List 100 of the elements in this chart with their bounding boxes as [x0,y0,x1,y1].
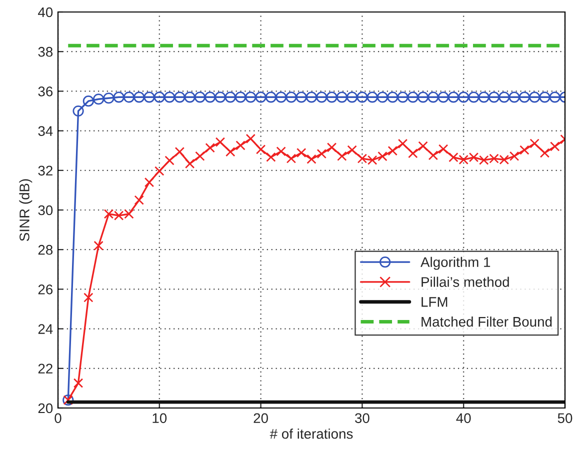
point [387,92,398,103]
point [84,292,94,302]
y-tick-label: 30 [38,205,53,216]
y-tick-label: 40 [38,7,53,18]
point [520,145,530,155]
point [550,142,560,152]
point [226,146,236,157]
legend-label: LFM [422,297,448,307]
point [154,166,164,176]
point [174,146,185,157]
point [266,152,276,162]
point [378,151,388,162]
point [407,92,418,103]
point [316,92,328,103]
point [376,92,388,103]
legend-label: Algorithm 1 [420,256,490,270]
y-tick-label: 32 [38,166,52,176]
point [255,92,266,103]
point [549,92,560,103]
x-tick-label: 30 [355,413,370,424]
y-tick-label: 38 [38,46,53,57]
point [508,92,520,103]
point [346,92,358,103]
point [123,92,135,103]
point [488,92,500,103]
point [539,92,550,103]
point [296,148,306,158]
point [245,92,256,103]
y-tick-label: 36 [38,86,53,96]
point [428,150,438,160]
point [509,151,520,162]
point [418,141,428,151]
point [184,92,196,103]
point [194,92,206,103]
x-tick-label: 20 [254,413,268,424]
point [438,92,449,103]
legend-label: Matched Filter Bound [422,316,552,327]
point [73,378,84,388]
y-tick-label: 22 [38,364,52,374]
point [316,148,326,159]
point [306,92,318,103]
x-tick-label: 50 [558,413,572,424]
point [276,146,286,156]
point [134,92,145,103]
point [134,195,144,205]
point [154,92,165,103]
point [195,151,205,162]
y-tick-label: 20 [38,403,53,414]
point [246,134,256,144]
point [215,137,226,147]
x-tick-label: 40 [456,413,471,424]
point [448,92,460,103]
point [286,154,296,164]
point [347,145,357,155]
y-tick-label: 26 [38,284,53,294]
point [276,92,287,103]
point [164,92,176,103]
point [458,92,470,103]
point [337,151,347,162]
point [398,138,408,149]
y-axis-title: SINR (dB) [19,179,32,242]
point [256,144,266,154]
y-tick-label: 34 [38,126,53,136]
point [529,92,540,103]
point [356,92,368,103]
point [540,148,550,158]
point [286,92,297,103]
point [103,92,114,104]
point [326,92,338,103]
point [184,158,195,169]
point [144,92,155,103]
point [438,144,448,154]
point [326,142,337,152]
point [164,156,174,166]
y-tick-label: 24 [38,324,53,334]
x-tick-label: 0 [54,413,62,424]
point [214,92,226,103]
point [224,92,236,103]
point [296,92,307,103]
point [82,96,94,107]
point [530,138,540,148]
point [234,92,246,103]
point [72,105,84,117]
x-axis-title: # of iterations [270,428,353,439]
point [518,92,530,103]
point [468,92,480,103]
x-tick-label: 10 [152,413,167,424]
y-tick-label: 28 [38,244,53,255]
point [498,92,510,103]
point [93,94,104,105]
point [94,240,104,250]
point [366,92,378,103]
point [388,146,398,156]
point [408,148,418,158]
point [174,92,186,103]
point [336,92,348,103]
point [306,154,316,164]
point [236,140,246,150]
point [428,92,439,103]
point [113,92,124,103]
